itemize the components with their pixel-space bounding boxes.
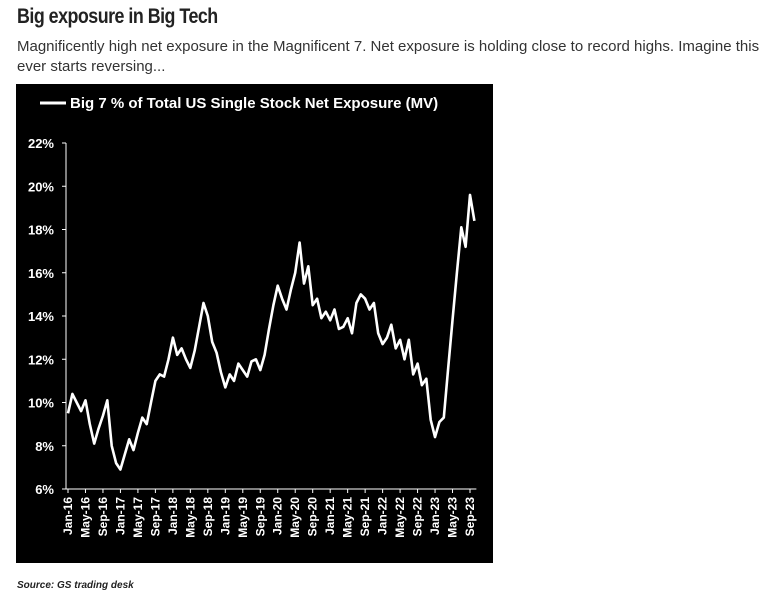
x-tick-label: Sep-17	[148, 497, 162, 537]
legend-label: Big 7 % of Total US Single Stock Net Exp…	[70, 95, 438, 112]
y-tick-label: 18%	[28, 223, 54, 238]
y-tick-label: 8%	[35, 439, 54, 454]
x-tick-label: Jan-22	[376, 497, 390, 535]
source-note: Source: GS trading desk	[17, 580, 134, 591]
x-tick-label: Jan-18	[166, 497, 180, 535]
article-title: Big exposure in Big Tech	[17, 5, 218, 28]
x-tick-label: Sep-20	[306, 497, 320, 537]
x-tick-label: May-16	[78, 497, 92, 538]
x-tick-label: Sep-19	[253, 497, 267, 537]
x-tick-label: May-20	[288, 497, 302, 538]
y-tick-label: 10%	[28, 396, 54, 411]
x-tick-label: Sep-21	[358, 497, 372, 537]
x-tick-label: May-23	[446, 497, 460, 538]
data-line	[66, 193, 476, 471]
y-tick-label: 22%	[28, 136, 54, 151]
x-tick-label: Jan-16	[61, 497, 75, 535]
x-tick-label: Sep-23	[463, 497, 477, 537]
chart-background	[16, 84, 493, 563]
x-tick-label: May-22	[393, 497, 407, 538]
y-tick-label: 12%	[28, 352, 54, 367]
x-tick-label: Jan-17	[113, 497, 127, 535]
x-tick-label: May-21	[341, 497, 355, 538]
x-tick-label: May-17	[131, 497, 145, 538]
article-subtitle: Magnificently high net exposure in the M…	[17, 38, 760, 75]
x-tick-label: Jan-21	[323, 497, 337, 535]
x-tick-label: Jan-20	[271, 497, 285, 535]
y-tick-label: 14%	[28, 309, 54, 324]
chart: 6% 8% 10% 12% 14% 16% 18% 20% 22% Jan-16 May-16 Sep…	[16, 84, 493, 563]
x-tick-label: Jan-19	[218, 497, 232, 535]
y-tick-label: 20%	[28, 179, 54, 194]
x-tick-label: Sep-16	[96, 497, 110, 537]
x-tick-label: Sep-18	[201, 497, 215, 537]
y-tick-label: 6%	[35, 482, 54, 497]
y-tick-label: 16%	[28, 266, 54, 281]
x-tick-label: May-19	[236, 497, 250, 538]
x-tick-label: Jan-23	[428, 497, 442, 535]
x-tick-label: Sep-22	[411, 497, 425, 537]
x-tick-label: May-18	[183, 497, 197, 538]
